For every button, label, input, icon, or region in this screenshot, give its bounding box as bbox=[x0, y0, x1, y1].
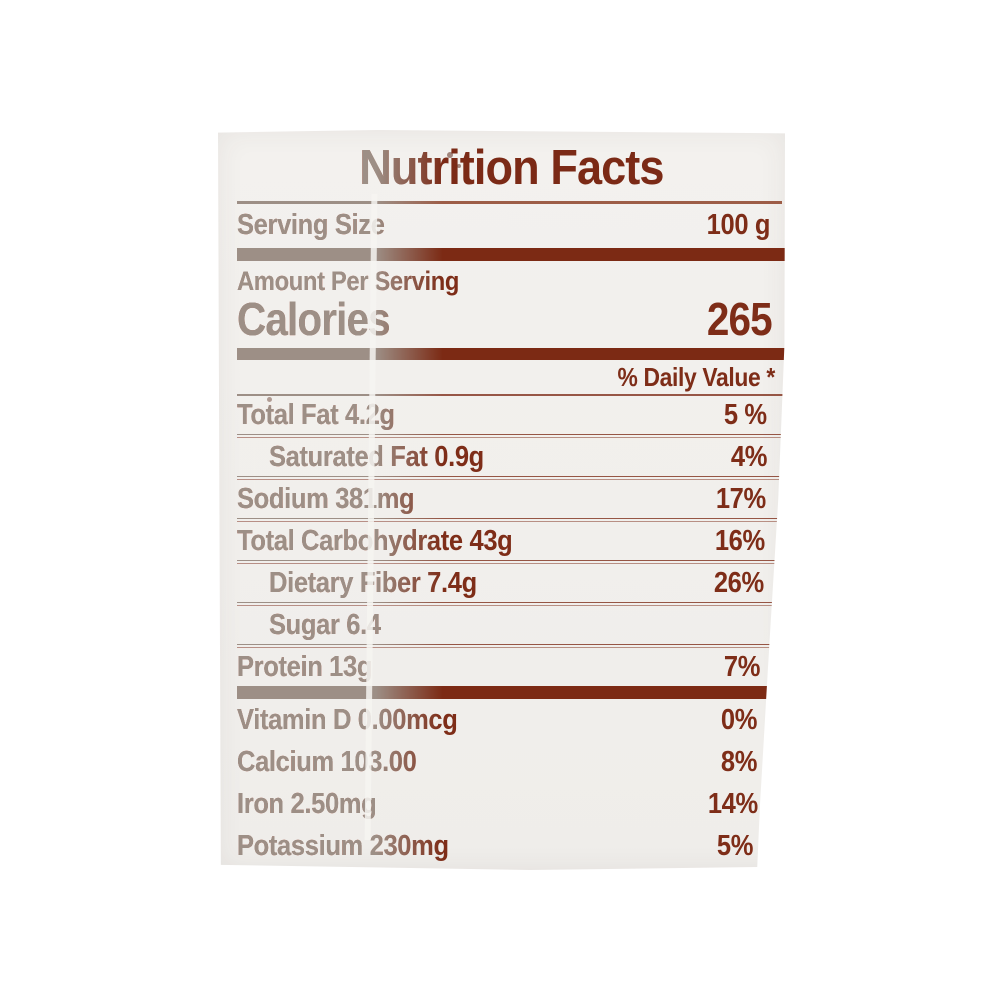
nutrient-row-protein: Protein 13g 7% bbox=[237, 648, 785, 686]
row-divider bbox=[237, 602, 783, 606]
daily-value-header: % Daily Value * bbox=[237, 360, 785, 394]
micronutrient-dv: 8% bbox=[720, 745, 758, 778]
nutrient-name: Protein 13g bbox=[237, 650, 373, 683]
thick-divider bbox=[237, 348, 785, 360]
nutrient-dv: 5 % bbox=[724, 398, 767, 431]
thick-divider bbox=[237, 248, 785, 261]
row-divider bbox=[237, 394, 783, 396]
row-divider bbox=[237, 560, 783, 564]
serving-size-label: Serving Size bbox=[237, 208, 385, 241]
nutrient-row-sodium: Sodium 381mg 17% bbox=[237, 480, 785, 518]
nutrition-label: Nutrition Facts Serving Size 100 g Amoun… bbox=[218, 130, 785, 870]
nutrient-name: Sugar 6.4 bbox=[269, 608, 381, 641]
nutrient-row-total-fat: Total Fat 4.2g 5 % bbox=[237, 396, 785, 434]
label-title-text: Nutrition Facts bbox=[358, 141, 664, 195]
nutrient-row-saturated-fat: Saturated Fat 0.9g 4% bbox=[237, 438, 785, 476]
micronutrient-dv: 14% bbox=[707, 787, 758, 820]
nutrient-row-total-carbohydrate: Total Carbohydrate 43g 16% bbox=[237, 522, 785, 560]
nutrient-name: Sodium 381mg bbox=[237, 482, 415, 515]
row-divider bbox=[237, 644, 783, 648]
nutrient-dv: 7% bbox=[723, 650, 761, 683]
nutrient-name: Saturated Fat 0.9g bbox=[269, 440, 484, 473]
daily-value-header-text: % Daily Value * bbox=[617, 362, 775, 392]
print-smudge bbox=[267, 397, 272, 402]
micronutrient-name: Vitamin D 0.00mcg bbox=[237, 703, 458, 736]
micronutrient-name: Calcium 103.00 bbox=[237, 745, 417, 778]
row-divider bbox=[237, 434, 783, 438]
label-content: Nutrition Facts Serving Size 100 g Amoun… bbox=[218, 141, 785, 870]
calories-value: 265 bbox=[707, 293, 773, 345]
label-title: Nutrition Facts bbox=[237, 141, 785, 195]
micronutrient-row-potassium: Potassium 230mg 5% bbox=[237, 825, 785, 867]
row-divider bbox=[237, 476, 783, 480]
nutrient-dv: 17% bbox=[715, 482, 766, 515]
calories-label: Calories bbox=[237, 293, 391, 345]
nutrient-dv: 16% bbox=[714, 524, 765, 557]
serving-size-value: 100 g bbox=[706, 208, 770, 241]
calories-row: Calories 265 bbox=[237, 293, 785, 345]
micronutrient-row-vitamin-d: Vitamin D 0.00mcg 0% bbox=[237, 699, 785, 741]
micronutrient-name: Potassium 230mg bbox=[237, 829, 449, 862]
print-smudge bbox=[457, 164, 461, 168]
micronutrient-row-calcium: Calcium 103.00 8% bbox=[237, 741, 785, 783]
micronutrient-dv: 5% bbox=[716, 829, 754, 862]
nutrient-row-sugar: Sugar 6.4 bbox=[237, 606, 785, 644]
nutrient-dv: 4% bbox=[730, 440, 768, 473]
row-divider bbox=[237, 518, 783, 522]
micronutrient-name: Iron 2.50mg bbox=[237, 787, 377, 820]
micronutrient-row-iron: Iron 2.50mg 14% bbox=[237, 783, 785, 825]
thick-divider bbox=[237, 686, 785, 699]
nutrient-row-dietary-fiber: Dietary Fiber 7.4g 26% bbox=[237, 564, 785, 602]
nutrient-name: Total Carbohydrate 43g bbox=[237, 524, 513, 557]
serving-size-row: Serving Size 100 g bbox=[237, 204, 785, 246]
nutrient-name: Total Fat 4.2g bbox=[237, 398, 395, 431]
nutrient-dv: 26% bbox=[713, 566, 764, 599]
title-divider bbox=[237, 201, 782, 204]
print-smudge bbox=[447, 152, 453, 158]
micronutrient-dv: 0% bbox=[720, 703, 758, 736]
nutrient-name: Dietary Fiber 7.4g bbox=[269, 566, 477, 599]
